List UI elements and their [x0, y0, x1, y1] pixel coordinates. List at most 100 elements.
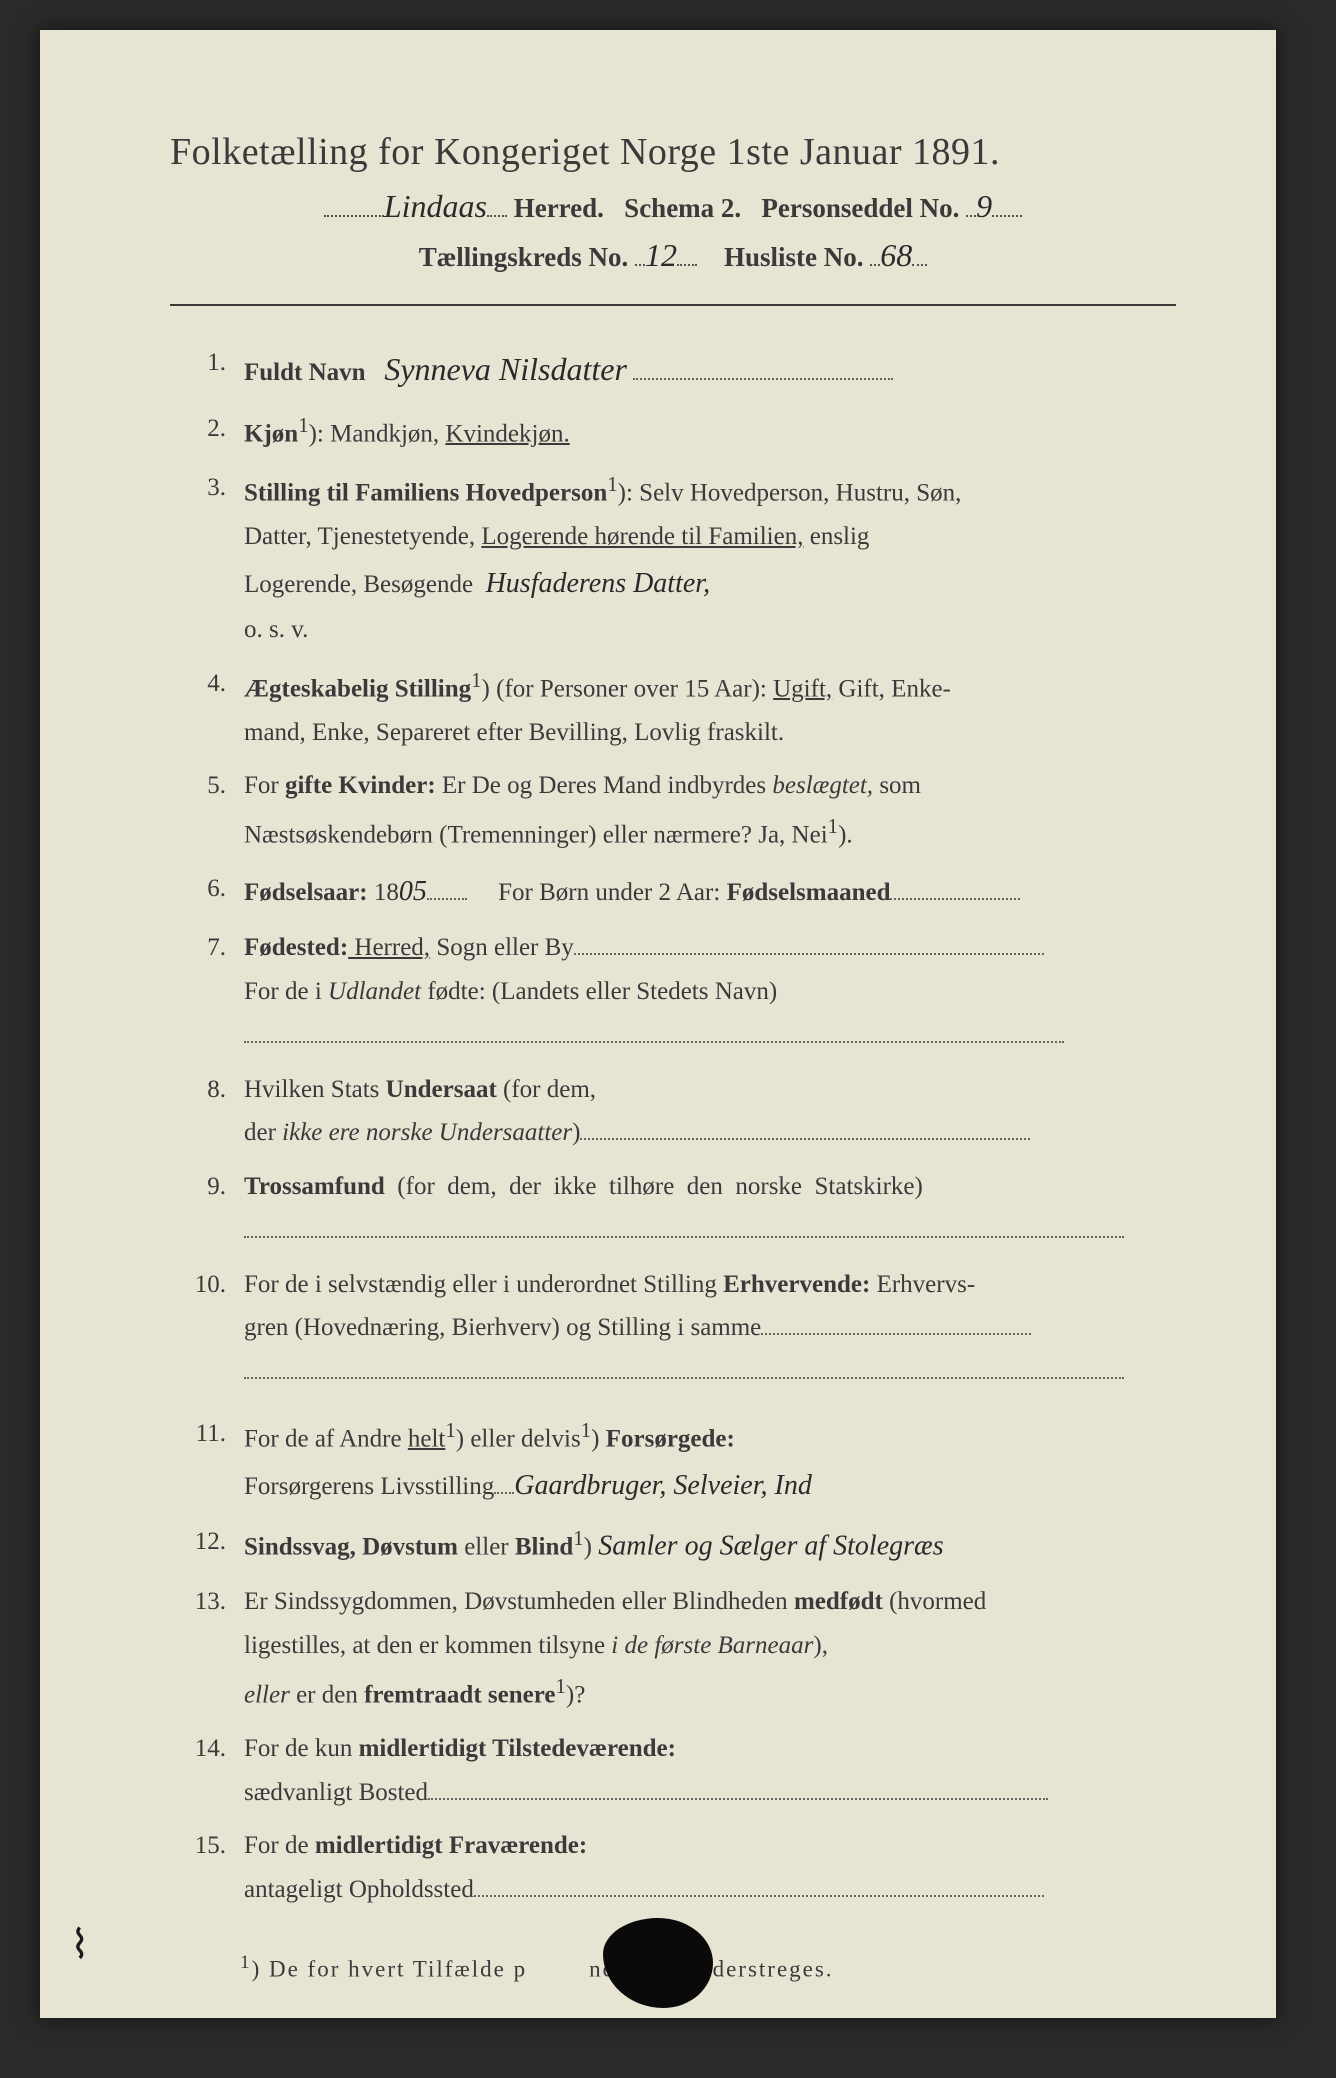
value-note-12: Samler og Sælger af Stolegræs: [598, 1530, 943, 1561]
item-num: 8.: [170, 1068, 244, 1156]
text: Forsørgerens Livsstilling: [244, 1473, 494, 1500]
text: ): [591, 1425, 606, 1452]
text: Udlandet: [328, 978, 421, 1005]
text: Næstsøskendebørn (Tremenninger) eller næ…: [244, 822, 828, 849]
text: Er De og Deres Mand indbyrdes: [436, 772, 773, 799]
text: For de i selvstændig eller i underordnet…: [244, 1271, 723, 1298]
item-2: 2. Kjøn1): Mandkjøn, Kvindekjøn.: [170, 407, 1176, 456]
header-line-3: Tællingskreds No. 12 Husliste No. 68: [170, 237, 1176, 274]
text: (for dem,: [497, 1076, 596, 1103]
text: Hvilken Stats: [244, 1076, 386, 1103]
text: For de kun: [244, 1735, 359, 1762]
herred-label: Herred.: [514, 193, 604, 223]
item-num: 3.: [170, 466, 244, 652]
text: ),: [813, 1632, 828, 1659]
text: beslægtet,: [772, 772, 873, 799]
text: For de: [244, 1832, 315, 1859]
value-livsstilling: Gaardbruger, Selveier, Ind: [514, 1470, 812, 1501]
item-8: 8. Hvilken Stats Undersaat (for dem, der…: [170, 1068, 1176, 1156]
form-header: Folketælling for Kongeriget Norge 1ste J…: [170, 130, 1176, 274]
text: ) (for Personer over 15 Aar):: [482, 675, 774, 702]
item-12: 12. Sindssvag, Døvstum eller Blind1) Sam…: [170, 1520, 1176, 1570]
text: ): [572, 1119, 580, 1146]
item-1: 1. Fuldt Navn Synneva Nilsdatter: [170, 341, 1176, 397]
value-name: Synneva Nilsdatter: [384, 351, 627, 387]
herred-value: Lindaas: [384, 188, 487, 224]
item-num: 14.: [170, 1727, 244, 1815]
label-fuldt-navn: Fuldt Navn: [244, 359, 366, 386]
personseddel-label: Personseddel No.: [761, 193, 959, 223]
label-fravaerende: midlertidigt Fraværende:: [315, 1832, 587, 1859]
item-num: 13.: [170, 1580, 244, 1717]
ink-stain: [603, 1918, 713, 2008]
label-sindssvag: Sindssvag, Døvstum: [244, 1533, 458, 1560]
text: sædvanligt Bosted: [244, 1779, 428, 1806]
footnote-ref: 1: [471, 668, 481, 692]
text: Erhvervs-: [870, 1271, 975, 1298]
husliste-label: Husliste No.: [724, 242, 864, 272]
text: ligestilles, at den er kommen tilsyne: [244, 1632, 611, 1659]
item-num: 15.: [170, 1824, 244, 1912]
footnote-ref: 1: [607, 472, 617, 496]
item-num: 4.: [170, 662, 244, 755]
text: Sogn eller By: [430, 934, 574, 961]
footnote-ref: 1: [828, 814, 838, 838]
item-14: 14. For de kun midlertidigt Tilstedevære…: [170, 1727, 1176, 1815]
item-7: 7. Fødested: Herred, Sogn eller By For d…: [170, 926, 1176, 1057]
footnote-text-a: ) De for hvert Tilfælde p: [252, 1956, 528, 1981]
footnote-ref: 1: [298, 413, 308, 437]
label-tilstede: midlertidigt Tilstedeværende:: [359, 1735, 676, 1762]
text: ): [584, 1533, 592, 1560]
divider: [170, 304, 1176, 306]
text: Er Sindssygdommen, Døvstumheden eller Bl…: [244, 1588, 794, 1615]
text: For de af Andre: [244, 1425, 408, 1452]
text: o. s. v.: [244, 616, 308, 643]
item-11: 11. For de af Andre helt1) eller delvis1…: [170, 1412, 1176, 1510]
item-4: 4. Ægteskabelig Stilling1) (for Personer…: [170, 662, 1176, 755]
text: gren (Hovednæring, Bierhverv) og Stillin…: [244, 1314, 761, 1341]
footnote-ref: 1: [445, 1418, 455, 1442]
text: For de i: [244, 978, 328, 1005]
census-form-page: Folketælling for Kongeriget Norge 1ste J…: [40, 30, 1276, 2018]
value-relation: Husfaderens Datter,: [486, 568, 711, 599]
paper-crack: ⌇: [70, 1921, 90, 1968]
item-13: 13. Er Sindssygdommen, Døvstumheden elle…: [170, 1580, 1176, 1717]
text: 18: [368, 879, 399, 906]
kreds-value: 12: [645, 237, 677, 273]
footnote-ref: 1: [573, 1526, 583, 1550]
item-num: 5.: [170, 764, 244, 857]
label-stilling: Stilling til Familiens Hovedperson: [244, 479, 607, 506]
label-gifte: gifte Kvinder:: [285, 772, 436, 799]
selected-kvinde: Kvindekjøn.: [445, 420, 569, 447]
text: er den: [290, 1681, 364, 1708]
item-num: 7.: [170, 926, 244, 1057]
value-year: 05: [399, 876, 427, 907]
text: ): Mandkjøn,: [309, 420, 446, 447]
text: Logerende, Besøgende: [244, 571, 479, 598]
selected-ugift: Ugift,: [773, 675, 832, 702]
item-10: 10. For de i selvstændig eller i underor…: [170, 1263, 1176, 1394]
footnote-ref: 1: [581, 1418, 591, 1442]
label-erhvervende: Erhvervende:: [723, 1271, 870, 1298]
item-6: 6. Fødselsaar: 1805 For Børn under 2 Aar…: [170, 867, 1176, 916]
text: eller: [244, 1681, 290, 1708]
text: antageligt Opholdssted: [244, 1876, 474, 1903]
text: helt: [408, 1425, 446, 1452]
text: ikke ere norske Undersaatter: [282, 1119, 572, 1146]
item-num: 2.: [170, 407, 244, 456]
text: eller: [458, 1533, 515, 1560]
text: For Børn under 2 Aar:: [467, 879, 727, 906]
text: )?: [566, 1681, 585, 1708]
text: fødte: (Landets eller Stedets Navn): [421, 978, 777, 1005]
text: (hvormed: [883, 1588, 986, 1615]
text: som: [873, 772, 921, 799]
item-num: 6.: [170, 867, 244, 916]
label-fodselsaar: Fødselsaar:: [244, 879, 368, 906]
item-num: 1.: [170, 341, 244, 397]
husliste-value: 68: [880, 237, 912, 273]
item-num: 11.: [170, 1412, 244, 1510]
text: mand, Enke, Separeret efter Bevilling, L…: [244, 719, 784, 746]
label-blind: Blind: [515, 1533, 573, 1560]
label-trossamfund: Trossamfund: [244, 1173, 385, 1200]
personseddel-value: 9: [976, 188, 992, 224]
